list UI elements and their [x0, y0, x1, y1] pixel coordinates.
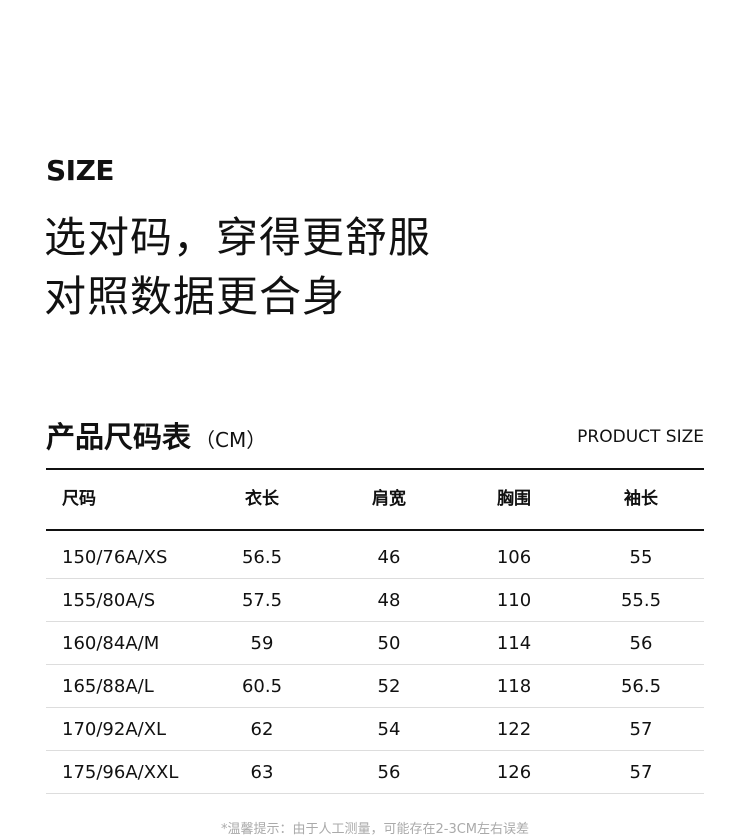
table-cell: 126 [496, 762, 532, 783]
table-cell: 55 [629, 547, 653, 568]
row-divider [46, 750, 704, 751]
table-header-row: 尺码 衣长 肩宽 胸围 袖长 [46, 478, 704, 521]
column-header: 衣长 [245, 489, 279, 509]
table-unit: （CM） [195, 428, 267, 452]
row-divider [46, 707, 704, 708]
headline-2: 对照数据更合身 [44, 272, 346, 321]
table-cell: 50 [377, 633, 401, 654]
table-cell: 114 [496, 633, 532, 654]
table-row: 150/76A/XS 56.5 46 106 55 [46, 536, 704, 579]
table-header-rule [46, 529, 704, 531]
table-top-rule [46, 468, 704, 470]
column-header: 肩宽 [372, 489, 406, 509]
table-cell: 62 [250, 719, 274, 740]
table-cell: 52 [377, 676, 401, 697]
table-cell: 56.5 [620, 676, 662, 697]
table-cell: 57 [629, 719, 653, 740]
table-cell: 54 [377, 719, 401, 740]
table-cell: 57.5 [241, 590, 283, 611]
table-title-text: 产品尺码表 [46, 420, 192, 454]
headline-1: 选对码，穿得更舒服 [44, 213, 432, 262]
row-divider [46, 793, 704, 794]
section-label: SIZE [46, 154, 115, 187]
table-cell: 165/88A/L [62, 676, 154, 697]
table-cell: 175/96A/XXL [62, 762, 179, 783]
table-cell: 106 [496, 547, 532, 568]
table-title: 产品尺码表 （CM） [46, 414, 266, 456]
column-header: 袖长 [624, 489, 658, 509]
column-header: 胸围 [497, 489, 531, 509]
table-cell: 170/92A/XL [62, 719, 167, 740]
table-subtitle: PRODUCT SIZE [577, 427, 704, 447]
table-cell: 48 [377, 590, 401, 611]
table-cell: 57 [629, 762, 653, 783]
footnote: *温馨提示：由于人工测量，可能存在2-3CM左右误差 [220, 822, 530, 837]
table-row: 155/80A/S 57.5 48 110 55.5 [46, 579, 704, 622]
table-cell: 160/84A/M [62, 633, 160, 654]
table-cell: 55.5 [620, 590, 662, 611]
row-divider [46, 621, 704, 622]
table-cell: 56 [377, 762, 401, 783]
table-cell: 122 [496, 719, 532, 740]
row-divider [46, 578, 704, 579]
table-cell: 60.5 [241, 676, 283, 697]
table-cell: 56.5 [241, 547, 283, 568]
table-row: 175/96A/XXL 63 56 126 57 [46, 751, 704, 794]
table-row: 165/88A/L 60.5 52 118 56.5 [46, 665, 704, 708]
table-cell: 118 [496, 676, 532, 697]
table-cell: 46 [377, 547, 401, 568]
table-cell: 59 [250, 633, 274, 654]
table-row: 160/84A/M 59 50 114 56 [46, 622, 704, 665]
column-header: 尺码 [62, 489, 96, 509]
table-row: 170/92A/XL 62 54 122 57 [46, 708, 704, 751]
table-cell: 63 [250, 762, 274, 783]
row-divider [46, 664, 704, 665]
table-cell: 150/76A/XS [62, 547, 168, 568]
table-cell: 56 [629, 633, 653, 654]
table-cell: 155/80A/S [62, 590, 156, 611]
table-cell: 110 [496, 590, 532, 611]
